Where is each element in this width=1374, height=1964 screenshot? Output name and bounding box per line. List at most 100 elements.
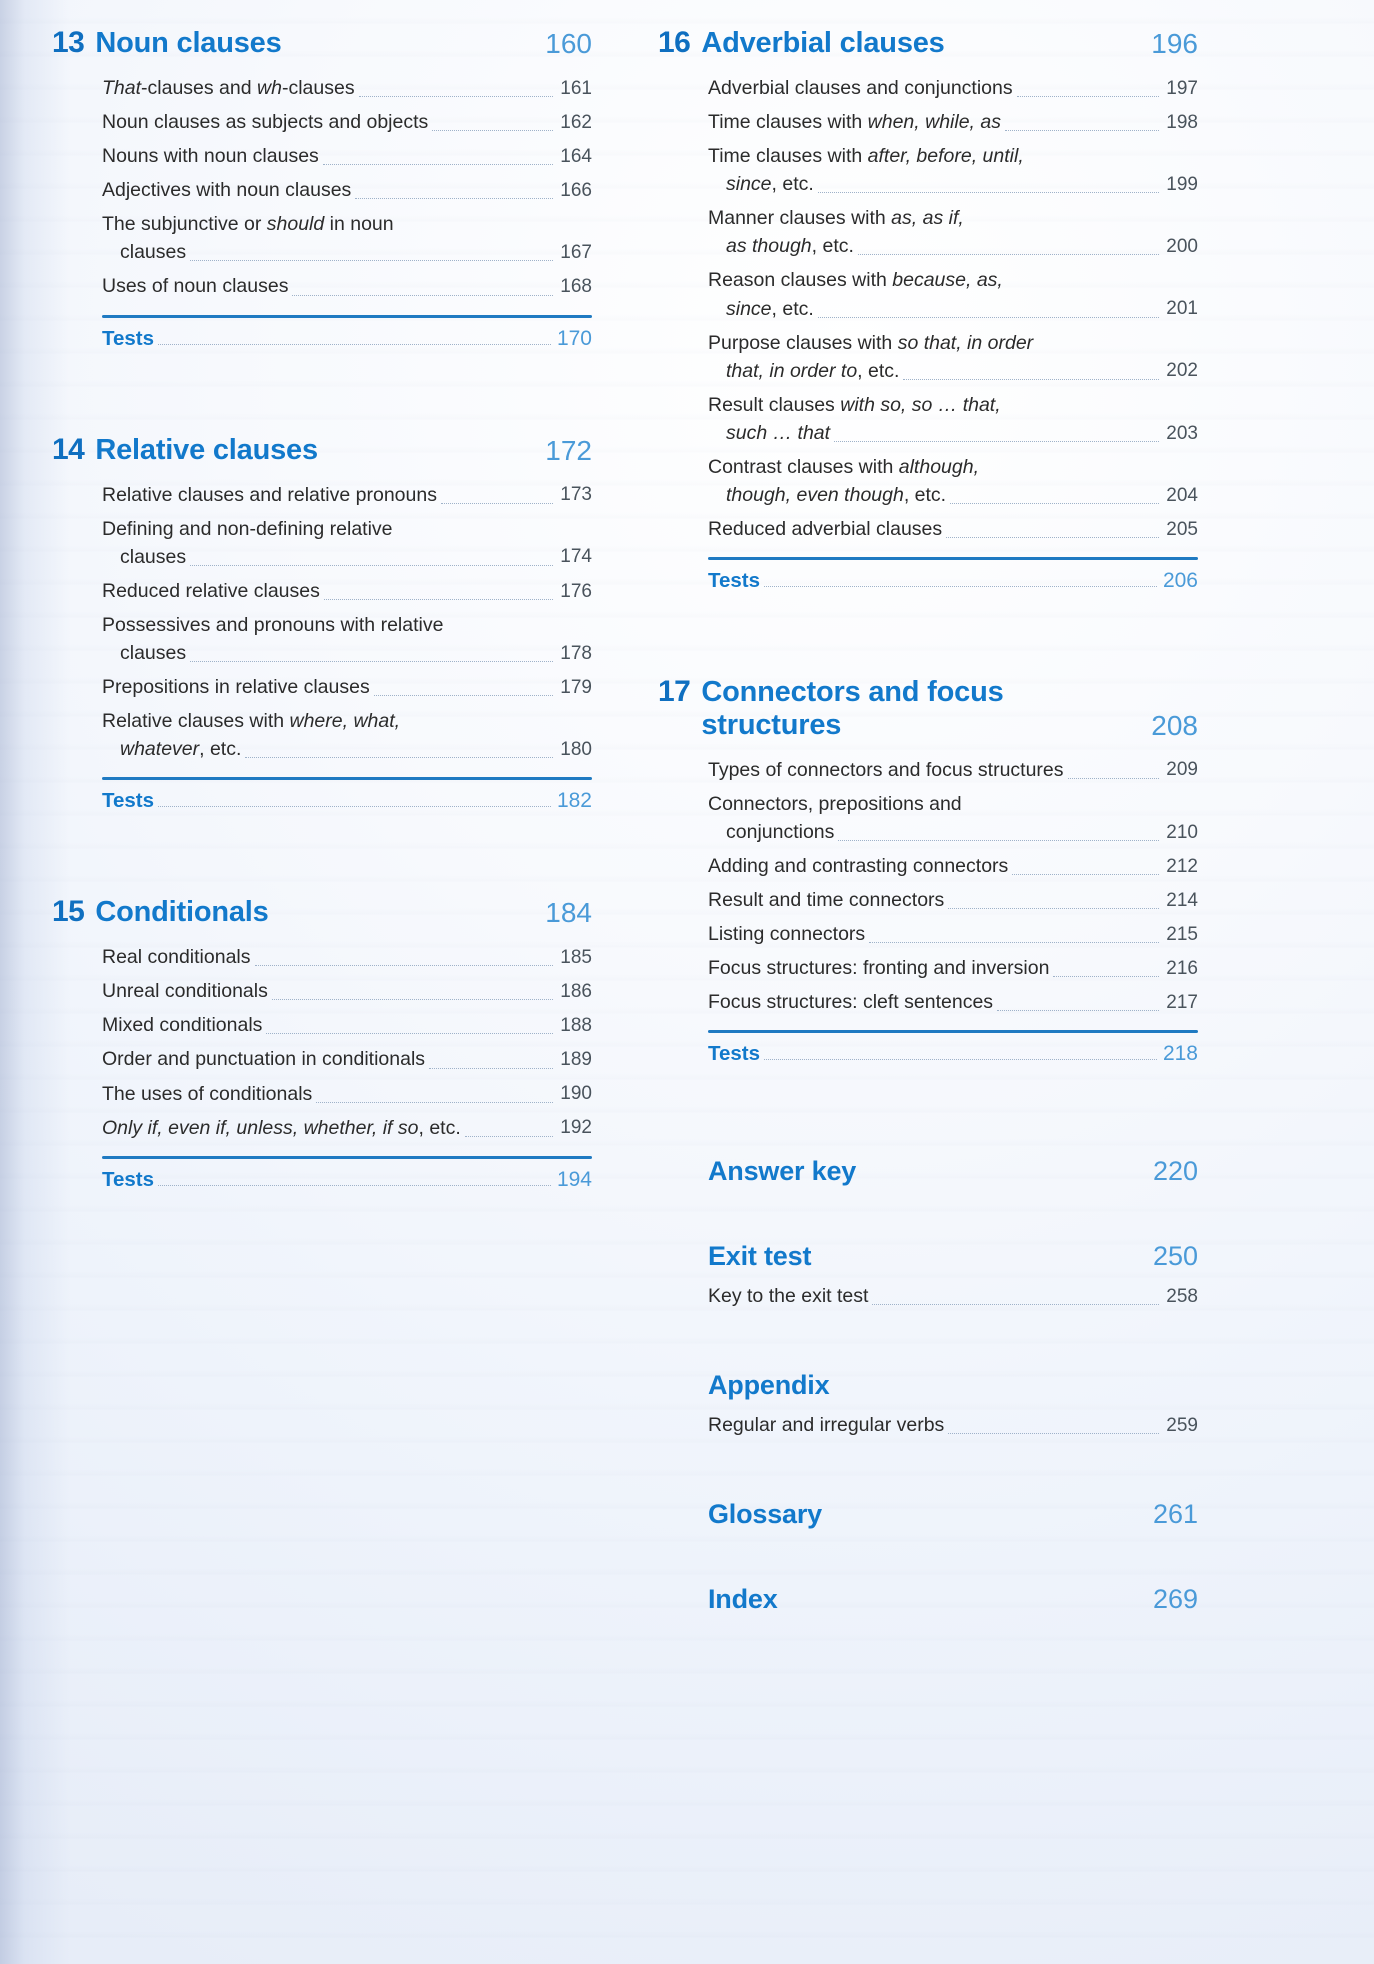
backmatter-heading[interactable]: Index 269 [658, 1584, 1198, 1615]
toc-entry[interactable]: Purpose clauses with so that, in order th… [708, 329, 1198, 385]
dot-leader [245, 756, 553, 759]
toc-entry[interactable]: Listing connectors 215 [708, 920, 1198, 948]
backmatter-title: Answer key [708, 1156, 857, 1187]
dot-leader [158, 805, 551, 808]
tests-label: Tests [708, 569, 761, 593]
toc-entry[interactable]: Possessives and pronouns with relative cl… [102, 611, 592, 667]
toc-entry-list: Real conditionals 185 Unreal conditionals 1… [52, 943, 592, 1141]
dot-leader [322, 163, 553, 166]
tests-entry[interactable]: Tests 194 [102, 1168, 592, 1192]
backmatter-heading[interactable]: Appendix [658, 1370, 1198, 1401]
tests-entry[interactable]: Tests 182 [102, 789, 592, 813]
toc-entry[interactable]: That-clauses and wh-clauses 161 [102, 74, 592, 102]
chapter-heading[interactable]: 14 Relative clauses 172 [52, 433, 592, 467]
toc-entry[interactable]: Reduced relative clauses 176 [102, 577, 592, 605]
toc-entry[interactable]: Adjectives with noun clauses 166 [102, 176, 592, 204]
backmatter-heading[interactable]: Glossary 261 [658, 1499, 1198, 1530]
backmatter-heading[interactable]: Answer key 220 [658, 1156, 1198, 1187]
dot-leader [271, 998, 553, 1001]
dot-leader [1053, 975, 1159, 978]
toc-entry-page: 198 [1166, 111, 1198, 133]
toc-entry-text-line2: though, even though, etc. [726, 484, 947, 507]
dot-leader [429, 1067, 553, 1069]
toc-entry-text: Reduced adverbial clauses [708, 518, 943, 541]
toc-entry[interactable]: Time clauses with when, while, as 198 [708, 108, 1198, 136]
toc-entry[interactable]: Reason clauses with because, as, since, e… [708, 266, 1198, 322]
toc-entry[interactable]: Manner clauses with as, as if, as though,… [708, 204, 1198, 260]
toc-entry[interactable]: Result clauses with so, so … that, such …… [708, 391, 1198, 447]
column-spacer [658, 1615, 1198, 1661]
tests-entry[interactable]: Tests 206 [708, 569, 1198, 593]
toc-entry[interactable]: Unreal conditionals 186 [102, 977, 592, 1005]
toc-entry[interactable]: Connectors, prepositions and conjunctions… [708, 790, 1198, 846]
toc-entry-text-line1: Reason clauses with because, as, [708, 269, 1003, 292]
tests-page-number: 194 [556, 1167, 592, 1191]
chapter-heading[interactable]: 16 Adverbial clauses 196 [658, 26, 1198, 60]
toc-entry[interactable]: Types of connectors and focus structures… [708, 756, 1198, 784]
backmatter-heading[interactable]: Exit test 250 [658, 1241, 1198, 1272]
toc-entry-text: Mixed conditionals [102, 1014, 263, 1037]
toc-entry-line2: though, even though, etc. 204 [708, 481, 1198, 509]
backmatter-page-number: 269 [1152, 1584, 1198, 1615]
dot-leader [190, 564, 553, 566]
toc-entry[interactable]: Reduced adverbial clauses 205 [708, 515, 1198, 543]
toc-entry-page: 215 [1166, 923, 1198, 945]
toc-entry[interactable]: Prepositions in relative clauses 179 [102, 673, 592, 701]
toc-entry[interactable]: Focus structures: cleft sentences 217 [708, 988, 1198, 1016]
chapter-heading[interactable]: 15 Conditionals 184 [52, 895, 592, 929]
toc-entry-text: Adverbial clauses and conjunctions [708, 77, 1013, 99]
toc-entry-text: Listing connectors [708, 923, 866, 946]
toc-entry[interactable]: Mixed conditionals 188 [102, 1011, 592, 1039]
toc-entry-text-line1: Time clauses with after, before, until, [708, 145, 1024, 168]
toc-entry[interactable]: Only if, even if, unless, whether, if so… [102, 1114, 592, 1142]
toc-entry[interactable]: Uses of noun clauses 168 [102, 272, 592, 300]
toc-entry[interactable]: Time clauses with after, before, until, s… [708, 142, 1198, 198]
dot-leader [817, 191, 1159, 194]
toc-entry[interactable]: Noun clauses as subjects and objects 162 [102, 108, 592, 136]
toc-entry-text-line1: Result clauses with so, so … that, [708, 393, 1001, 416]
section-divider-rule [102, 777, 592, 781]
toc-entry[interactable]: Relative clauses with where, what, whatev… [102, 707, 592, 763]
toc-entry[interactable]: Nouns with noun clauses 164 [102, 142, 592, 170]
toc-entry-text: Noun clauses as subjects and objects [102, 111, 429, 134]
toc-entry[interactable]: Contrast clauses with although, though, e… [708, 453, 1198, 509]
tests-entry[interactable]: Tests 218 [708, 1042, 1198, 1066]
column-spacer [658, 1072, 1198, 1148]
toc-entry[interactable]: Adverbial clauses and conjunctions 197 [708, 74, 1198, 102]
toc-entry-text-line2: that, in order to, etc. [726, 359, 900, 382]
toc-entry[interactable]: Focus structures: fronting and inversion… [708, 954, 1198, 982]
toc-entry[interactable]: Relative clauses and relative pronouns 17… [102, 481, 592, 509]
toc-entry[interactable]: The uses of conditionals 190 [102, 1080, 592, 1108]
toc-entry-page: 167 [560, 242, 592, 264]
toc-entry-page: 200 [1166, 236, 1198, 258]
toc-entry[interactable]: Adding and contrasting connectors 212 [708, 852, 1198, 880]
toc-entry-line2: since, etc. 201 [708, 295, 1198, 323]
toc-entry-page: 205 [1166, 518, 1198, 540]
tests-entry[interactable]: Tests 170 [102, 327, 592, 351]
chapter-heading[interactable]: 17 Connectors and focus structures 208 [658, 675, 1198, 742]
toc-entry-list: Relative clauses and relative pronouns 17… [52, 481, 592, 764]
toc-entry[interactable]: The subjunctive or should in noun clauses… [102, 210, 592, 266]
toc-entry[interactable]: Result and time connectors 214 [708, 886, 1198, 914]
tests-label: Tests [102, 1167, 155, 1191]
toc-entry-text-line2: since, etc. [726, 297, 814, 320]
toc-entry[interactable]: Regular and irregular verbs 259 [708, 1411, 1198, 1439]
toc-entry[interactable]: Order and punctuation in conditionals 189 [102, 1045, 592, 1073]
toc-entry[interactable]: Key to the exit test 258 [708, 1282, 1198, 1310]
backmatter-section: Answer key 220 [658, 1156, 1198, 1187]
chapter-heading[interactable]: 13 Noun clauses 160 [52, 26, 592, 60]
tests-label: Tests [102, 789, 155, 813]
chapter-number: 14 [52, 432, 85, 466]
toc-chapter: 17 Connectors and focus structures 208 Type… [658, 675, 1198, 1066]
toc-entry-text: Nouns with noun clauses [102, 145, 319, 168]
toc-entry-page: 185 [560, 946, 592, 968]
toc-entry-text: Reduced relative clauses [102, 579, 320, 602]
chapter-page-number: 184 [545, 897, 592, 929]
dot-leader [948, 907, 1159, 910]
toc-entry[interactable]: Defining and non-defining relative clause… [102, 515, 592, 571]
toc-entry-list: That-clauses and wh-clauses 161 Noun claus… [52, 74, 592, 301]
toc-entry-text-line2: as though, etc. [726, 235, 854, 258]
toc-entry-page: 174 [560, 546, 592, 568]
toc-entry[interactable]: Real conditionals 185 [102, 943, 592, 971]
toc-entry-text: Only if, even if, unless, whether, if so… [102, 1116, 461, 1139]
